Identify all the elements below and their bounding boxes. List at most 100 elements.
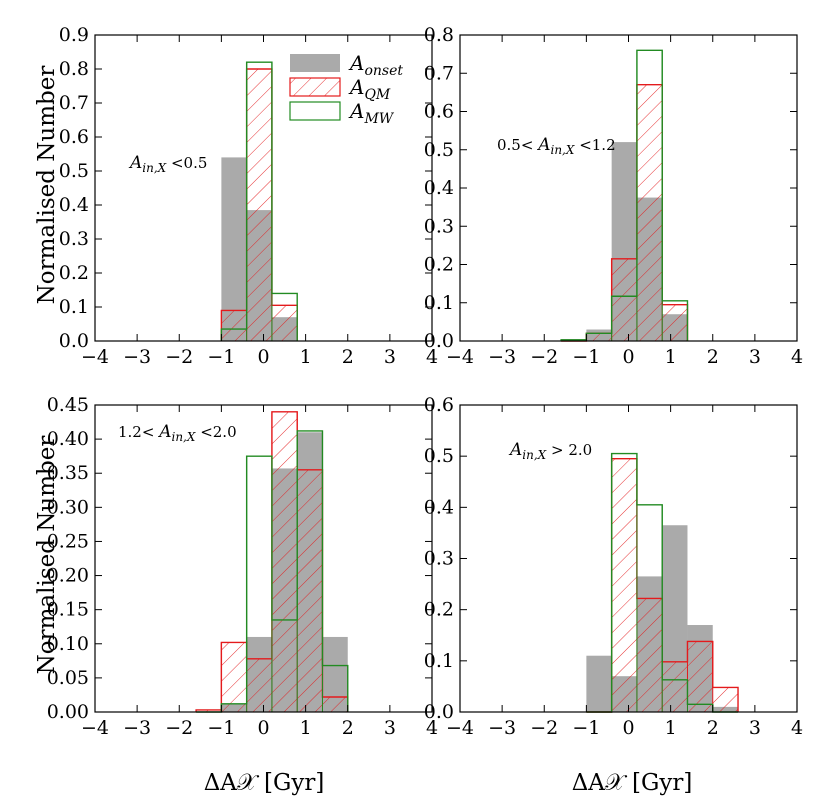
y-tick-label: 0.35 bbox=[47, 462, 89, 484]
y-tick-label: 0.3 bbox=[424, 215, 454, 237]
panel-top-left: −4 −3 −2 −1 0 1 2 3 4 0.0 0.1 0.2 0.3 0.4 0.5 0.6 0.7 0.8… bbox=[59, 24, 438, 368]
panel-annotation: Ain,X <0.5 bbox=[128, 153, 207, 175]
x-tick-label: −2 bbox=[530, 346, 558, 368]
bar-onset-0 bbox=[586, 655, 612, 712]
legend-swatch-qm bbox=[289, 77, 341, 97]
y-tick-label: 0.2 bbox=[424, 254, 454, 276]
y-tick-label: 0.6 bbox=[424, 394, 454, 416]
x-tick-label: 2 bbox=[707, 346, 719, 368]
y-tick-label: 0.2 bbox=[424, 599, 454, 621]
x-tick-label: 1 bbox=[665, 346, 677, 368]
y-tick-label: 0.1 bbox=[59, 296, 89, 318]
legend-label-onset: Aonset bbox=[348, 51, 403, 79]
x-tick-label: −1 bbox=[207, 346, 235, 368]
bar-qm-hatch-2 bbox=[636, 598, 663, 712]
legend-swatch-onset bbox=[290, 54, 340, 72]
y-axis-label-top: Normalised Number bbox=[34, 66, 60, 305]
x-tick-label: 0 bbox=[257, 717, 269, 739]
y-tick-label: 0.05 bbox=[47, 667, 89, 689]
y-tick-label: 0.3 bbox=[424, 548, 454, 570]
y-axis-label-bottom: Normalised Number bbox=[34, 436, 60, 675]
x-tick-label: 1 bbox=[665, 717, 677, 739]
y-tick-label: 0.4 bbox=[424, 177, 454, 199]
y-tick-label: 0.7 bbox=[59, 92, 89, 114]
x-tick-label: 4 bbox=[426, 346, 438, 368]
y-tick-label: 0.5 bbox=[424, 139, 454, 161]
x-tick-label: −1 bbox=[207, 717, 235, 739]
y-tick-label: 0.3 bbox=[59, 228, 89, 250]
bar-qm-hatch-1 bbox=[586, 333, 612, 341]
y-tick-label: 0.25 bbox=[47, 530, 89, 552]
bar-qm-hatch-2 bbox=[271, 305, 298, 341]
legend: Aonset AQM AMW bbox=[289, 51, 403, 127]
x-tick-label: 1 bbox=[300, 346, 312, 368]
bar-qm-hatch-3 bbox=[662, 661, 688, 712]
y-tick-label: 0.9 bbox=[59, 24, 89, 46]
bar-qm-hatch-3 bbox=[636, 84, 663, 341]
x-tick-label: −1 bbox=[572, 717, 600, 739]
legend-swatch-mw bbox=[289, 101, 341, 121]
y-tick-label: 0.2 bbox=[59, 262, 89, 284]
y-tick-label: 0.4 bbox=[59, 194, 89, 216]
x-tick-label: 3 bbox=[384, 346, 396, 368]
x-tick-label: 2 bbox=[342, 346, 354, 368]
y-tick-label: 0.00 bbox=[47, 701, 89, 723]
bar-qm-hatch-1 bbox=[246, 69, 272, 341]
x-tick-label: −3 bbox=[123, 346, 151, 368]
legend-label-qm: AQM bbox=[348, 75, 391, 103]
x-tick-label: 2 bbox=[707, 717, 719, 739]
x-tick-label: 0 bbox=[622, 717, 634, 739]
legend-label-mw: AMW bbox=[348, 99, 395, 127]
x-tick-label: 4 bbox=[791, 717, 803, 739]
bar-qm-hatch-2 bbox=[611, 258, 637, 341]
x-tick-label: 4 bbox=[791, 346, 803, 368]
y-tick-label: 0.5 bbox=[424, 445, 454, 467]
bar-qm-hatch-3 bbox=[271, 411, 298, 712]
bar-qm-hatch-0 bbox=[221, 310, 247, 341]
bar-qm-hatch-5 bbox=[712, 687, 739, 712]
bar-qm-hatch-4 bbox=[662, 304, 688, 341]
bar-qm-hatch-2 bbox=[246, 658, 272, 712]
y-tick-label: 0.20 bbox=[47, 565, 89, 587]
bar-qm-hatch-1 bbox=[221, 642, 247, 712]
x-tick-label: 3 bbox=[749, 717, 761, 739]
y-tick-label: 0.10 bbox=[47, 633, 89, 655]
y-tick-label: 0.4 bbox=[424, 496, 454, 518]
x-tick-label: 1 bbox=[300, 717, 312, 739]
y-tick-label: 0.1 bbox=[424, 292, 454, 314]
bar-qm-hatch-0 bbox=[196, 709, 222, 712]
y-tick-label: 0.6 bbox=[59, 126, 89, 148]
x-tick-label: −4 bbox=[81, 346, 109, 368]
y-tick-label: 0.0 bbox=[59, 330, 89, 352]
x-tick-label: −2 bbox=[530, 717, 558, 739]
y-tick-label: 0.15 bbox=[47, 599, 89, 621]
x-axis-label-right: ΔA𝒳 [Gyr] bbox=[572, 770, 693, 796]
y-tick-label: 0.8 bbox=[424, 24, 454, 46]
panel-bottom-right: −4 −3 −2 −1 0 1 2 3 40.00.10.20.30.40.50.6Ain,X … bbox=[424, 394, 803, 739]
step-mw bbox=[560, 49, 689, 341]
y-tick-label: 0.5 bbox=[59, 160, 89, 182]
x-tick-label: −2 bbox=[165, 346, 193, 368]
y-tick-label: 0.8 bbox=[59, 58, 89, 80]
panel-bottom-left: −4 −3 −2 −1 0 1 2 3 4 0.00 0.05 0.10 0.15 0.20 0.25 0.3… bbox=[47, 394, 438, 739]
x-tick-label: −2 bbox=[165, 717, 193, 739]
panel-top-right: −4 −3 −2 −1 0 1 2 3 40.00.10.20.30.40.50.60.70.8… bbox=[424, 24, 803, 368]
y-tick-label: 0.40 bbox=[47, 428, 89, 450]
y-tick-label: 0.0 bbox=[424, 330, 454, 352]
panel-annotation: 1.2< Ain,X <2.0 bbox=[118, 422, 237, 444]
x-tick-label: 4 bbox=[426, 717, 438, 739]
bar-qm-hatch-4 bbox=[297, 469, 323, 712]
bar-qm-hatch-1 bbox=[611, 458, 637, 712]
x-tick-label: 3 bbox=[749, 346, 761, 368]
x-tick-label: −4 bbox=[446, 346, 474, 368]
x-tick-label: −4 bbox=[81, 717, 109, 739]
y-tick-label: 0.1 bbox=[424, 650, 454, 672]
x-tick-label: 0 bbox=[257, 346, 269, 368]
panels: −4 −3 −2 −1 0 1 2 3 40.00.10.20.30.40.50.60.70.8… bbox=[47, 24, 803, 739]
panel-annotation: 0.5< Ain,X <1.2 bbox=[497, 135, 616, 157]
x-tick-label: −3 bbox=[488, 717, 516, 739]
x-tick-label: −3 bbox=[488, 346, 516, 368]
x-tick-label: −3 bbox=[123, 717, 151, 739]
step-qm bbox=[220, 68, 298, 341]
